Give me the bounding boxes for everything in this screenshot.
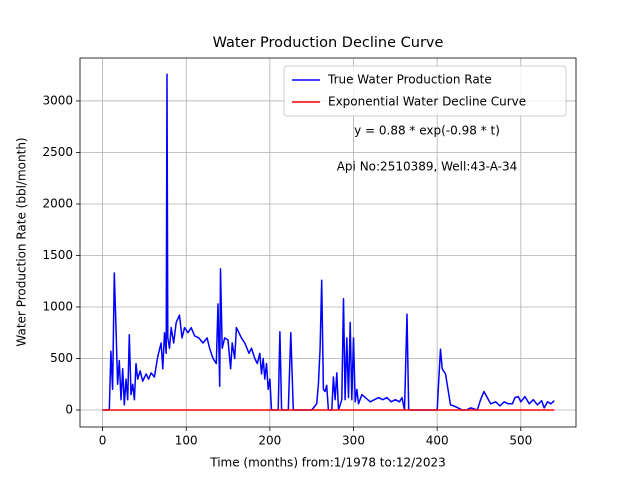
x-tick-label: 100 <box>175 434 198 448</box>
y-axis-label: Water Production Rate (bbl/month) <box>15 137 29 346</box>
y-tick-label: 2500 <box>42 145 73 159</box>
x-tick-label: 200 <box>258 434 281 448</box>
lines <box>102 73 555 411</box>
y-tick-label: 2000 <box>42 196 73 210</box>
x-tick-label: 400 <box>426 434 449 448</box>
y-tick-label: 3000 <box>42 93 73 107</box>
legend: True Water Production Rate Exponential Wa… <box>283 65 567 117</box>
legend-label: True Water Production Rate <box>327 73 492 87</box>
x-tick-label: 300 <box>342 434 365 448</box>
annotation: y = 0.88 * exp(-0.98 * t) <box>354 124 500 138</box>
x-axis-label: Time (months) from:1/1978 to:12/2023 <box>209 456 446 470</box>
x-tick-label: 0 <box>99 434 107 448</box>
annotation: Api No:2510389, Well:43-A-34 <box>337 160 518 174</box>
x-tick-label: 500 <box>509 434 532 448</box>
legend-label: Exponential Water Decline Curve <box>328 95 526 109</box>
chart-title: Water Production Decline Curve <box>213 35 444 51</box>
y-tick-label: 0 <box>65 403 73 417</box>
y-tick-label: 1500 <box>42 248 73 262</box>
y-tick-label: 500 <box>50 351 73 365</box>
legend-box <box>283 65 567 117</box>
plot-frame <box>79 57 577 428</box>
y-tick-label: 1000 <box>42 299 73 313</box>
